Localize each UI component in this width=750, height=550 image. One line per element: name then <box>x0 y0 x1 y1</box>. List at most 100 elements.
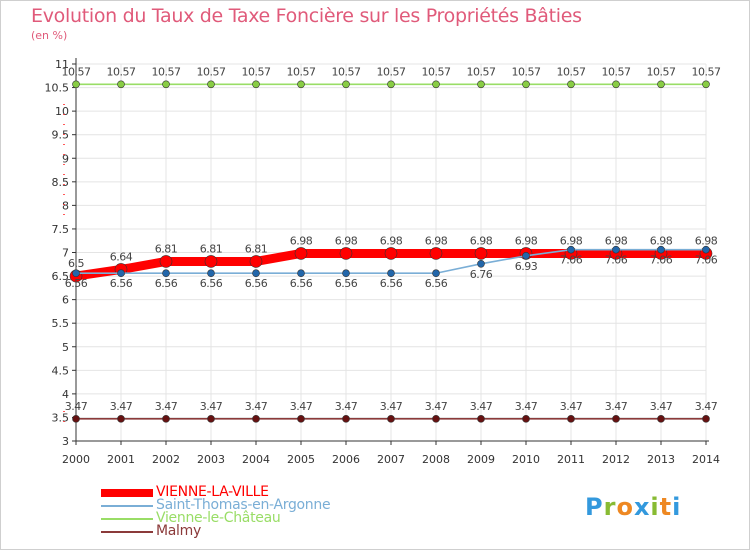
data-label: 6.56 <box>200 277 223 290</box>
data-label: 6.81 <box>200 242 223 255</box>
data-point <box>384 247 398 260</box>
x-tick-label: 2009 <box>467 453 495 466</box>
data-label: 6.81 <box>155 242 178 255</box>
data-point <box>477 260 485 268</box>
data-point <box>72 80 80 89</box>
x-tick-label: 2006 <box>332 453 360 466</box>
data-label: 6.98 <box>560 234 583 247</box>
data-label: 10.57 <box>152 65 181 78</box>
data-point <box>252 269 260 278</box>
logo-letter: r <box>603 493 617 521</box>
data-label: 6.56 <box>245 277 268 290</box>
y-tick-label: 6.5 <box>52 270 70 283</box>
data-label: 6.64 <box>110 250 133 263</box>
data-label: 6.56 <box>380 277 403 290</box>
logo-letter: i <box>672 493 682 521</box>
data-point <box>162 415 170 423</box>
y-tick-label: 4 <box>62 388 69 401</box>
data-point <box>297 269 305 278</box>
data-label: 3.47 <box>335 400 358 413</box>
data-point <box>207 269 215 278</box>
data-label: 6.56 <box>65 277 88 290</box>
data-label: 6.98 <box>605 234 628 247</box>
data-label: 3.47 <box>470 400 493 413</box>
data-point <box>342 80 350 89</box>
data-label: 10.57 <box>62 65 91 78</box>
data-label: 3.47 <box>65 400 88 413</box>
data-label: 6.98 <box>425 234 448 247</box>
legend-label: Malmy <box>156 523 201 539</box>
data-label: 3.47 <box>380 400 403 413</box>
data-point <box>342 269 350 278</box>
data-label: 6.98 <box>380 234 403 247</box>
data-label: 10.57 <box>422 65 451 78</box>
data-point <box>702 80 710 89</box>
data-label: 10.57 <box>512 65 541 78</box>
data-label: 6.56 <box>110 277 133 290</box>
data-label: 6.56 <box>290 277 313 290</box>
x-tick-label: 2010 <box>512 453 540 466</box>
data-label: 6.98 <box>515 234 538 247</box>
data-point <box>297 415 305 423</box>
chart-title: Evolution du Taux de Taxe Foncière sur l… <box>31 5 582 27</box>
data-label: 6.98 <box>650 234 673 247</box>
data-label: 10.57 <box>602 65 631 78</box>
logo-letter: o <box>616 493 634 521</box>
data-point <box>159 255 173 268</box>
y-tick-label: 4.5 <box>52 364 70 377</box>
logo-letter: t <box>659 493 673 521</box>
data-label: 7.06 <box>650 254 673 267</box>
data-point <box>252 415 260 423</box>
legend-label: Saint-Thomas-en-Argonne <box>156 497 331 513</box>
data-point <box>702 415 710 423</box>
legend-swatch <box>101 505 153 507</box>
data-point <box>432 269 440 278</box>
data-point <box>657 415 665 423</box>
data-label: 10.57 <box>107 65 136 78</box>
data-point <box>702 245 710 254</box>
data-label: 10.57 <box>557 65 586 78</box>
data-label: 10.57 <box>377 65 406 78</box>
data-point <box>477 80 485 89</box>
data-point <box>252 80 260 89</box>
data-label: 10.57 <box>467 65 496 78</box>
data-point <box>72 415 80 423</box>
data-label: 10.57 <box>647 65 676 78</box>
data-label: 7.06 <box>560 254 583 267</box>
x-tick-label: 2005 <box>287 453 315 466</box>
data-point <box>117 269 125 278</box>
data-label: 10.57 <box>287 65 316 78</box>
x-tick-label: 2012 <box>602 453 630 466</box>
data-label: 6.81 <box>245 242 268 255</box>
x-tick-label: 2002 <box>152 453 180 466</box>
data-point <box>474 247 488 260</box>
data-label: 10.57 <box>197 65 226 78</box>
data-label: 3.47 <box>695 400 718 413</box>
y-tick-label: 5.5 <box>52 317 70 330</box>
data-point <box>162 80 170 89</box>
data-label: 3.47 <box>200 400 223 413</box>
data-point <box>567 245 575 254</box>
x-tick-label: 2011 <box>557 453 585 466</box>
data-point <box>522 80 530 89</box>
data-label: 3.47 <box>290 400 313 413</box>
y-tick-label: 11 <box>55 58 69 71</box>
x-tick-label: 2004 <box>242 453 270 466</box>
axes: 33.544.555.566.577.588.599.51010.5112000… <box>45 58 720 466</box>
data-point <box>387 80 395 89</box>
data-label: 10.57 <box>332 65 361 78</box>
data-label: 6.5 <box>68 257 84 270</box>
y-tick-label: 9.5 <box>52 129 70 142</box>
legend-swatch <box>101 531 153 533</box>
data-label: 3.47 <box>245 400 268 413</box>
data-label: 6.98 <box>695 234 718 247</box>
legend-swatch <box>101 489 153 497</box>
data-point <box>117 80 125 89</box>
data-label: 6.98 <box>470 234 493 247</box>
data-point <box>387 269 395 278</box>
x-tick-label: 2007 <box>377 453 405 466</box>
data-label: 6.98 <box>290 234 313 247</box>
data-point <box>117 415 125 423</box>
data-label: 3.47 <box>605 400 628 413</box>
x-tick-label: 2008 <box>422 453 450 466</box>
